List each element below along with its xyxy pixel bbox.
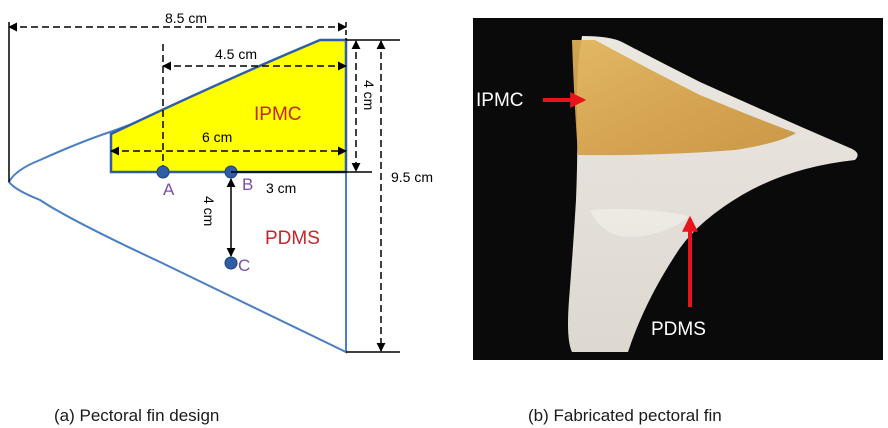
overall-height-label: 9.5 cm	[391, 169, 433, 185]
panel-b-caption: (b) Fabricated pectoral fin	[528, 406, 722, 425]
ipmc-strip-photo	[572, 40, 796, 156]
ipmc-base-width-label: 6 cm	[202, 129, 232, 145]
ipmc-region	[109, 38, 348, 174]
panel-a-caption: (a) Pectoral fin design	[54, 406, 219, 425]
b-offset-label: 3 cm	[266, 180, 296, 196]
photo-ipmc-label: IPMC	[476, 90, 524, 111]
c-depth-label: 4 cm	[201, 196, 217, 226]
panel-b-photo: IPMC PDMS (b) Fabricated pectoral fin	[473, 18, 883, 425]
point-b-label: B	[242, 175, 253, 194]
point-a-marker	[156, 165, 170, 179]
ipmc-height-label: 4 cm	[361, 80, 377, 110]
overall-length-label: 8.5 cm	[165, 10, 207, 26]
panel-a-design: 8.5 cm 4.5 cm 6 cm 4 cm 9.5 cm IPMC PDMS…	[7, 10, 433, 425]
pdms-highlight	[590, 208, 690, 237]
ipmc-top-width-label: 4.5 cm	[215, 46, 257, 62]
ipmc-region-label: IPMC	[254, 104, 302, 125]
pdms-region-label: PDMS	[265, 228, 320, 249]
point-c-marker	[224, 256, 238, 270]
point-c-label: C	[238, 256, 250, 275]
point-a-label: A	[163, 180, 175, 199]
photo-pdms-label: PDMS	[651, 319, 706, 340]
